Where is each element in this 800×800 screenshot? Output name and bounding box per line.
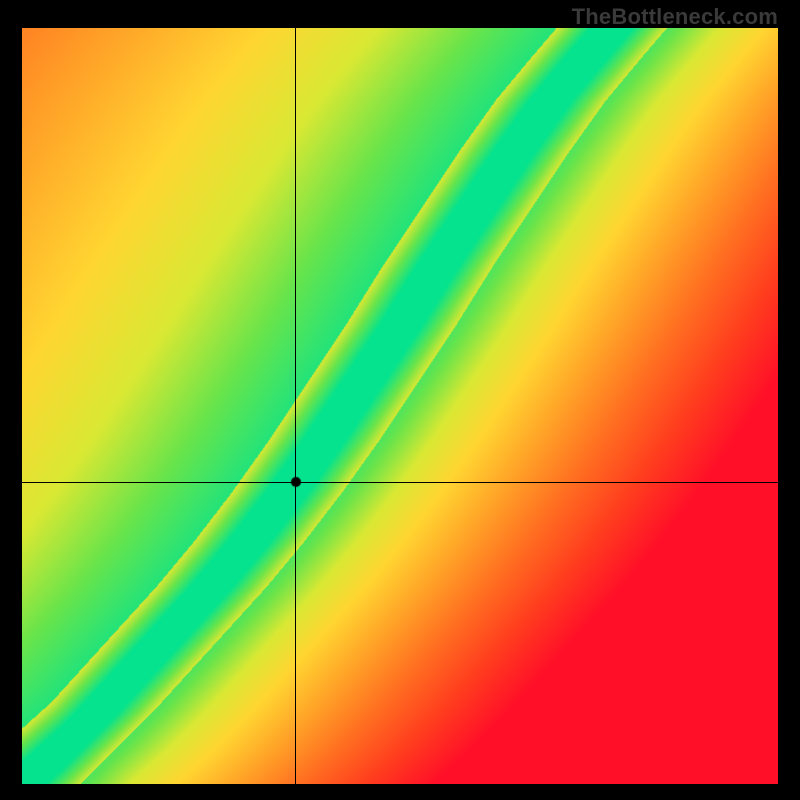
- chart-container: TheBottleneck.com: [0, 0, 800, 800]
- watermark-text: TheBottleneck.com: [572, 4, 778, 30]
- crosshair-horizontal: [22, 482, 778, 483]
- heatmap-canvas: [22, 28, 778, 784]
- crosshair-vertical: [295, 28, 296, 784]
- crosshair-marker: [290, 476, 302, 488]
